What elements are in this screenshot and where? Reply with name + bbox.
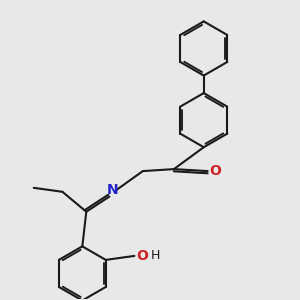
Text: O: O <box>136 249 148 263</box>
Text: H: H <box>150 249 160 262</box>
Text: N: N <box>107 183 119 197</box>
Text: O: O <box>210 164 222 178</box>
